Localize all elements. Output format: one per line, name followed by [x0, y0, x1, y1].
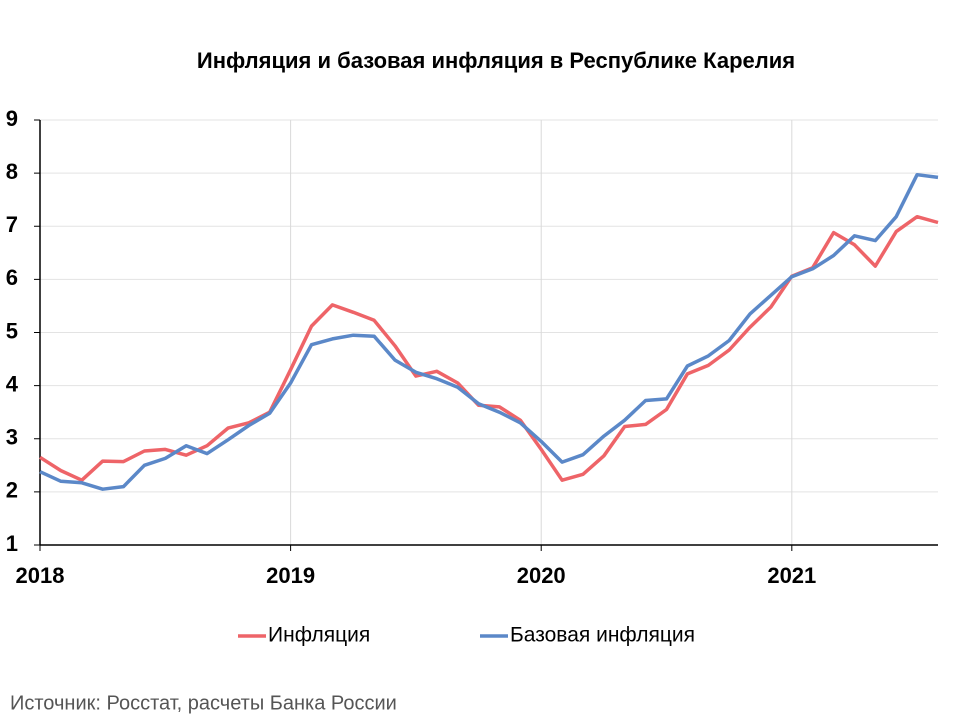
y-tick-label: 2 [6, 478, 18, 503]
source-note: Источник: Росстат, расчеты Банка России [10, 692, 397, 714]
y-tick-label: 5 [6, 318, 18, 343]
y-tick-label: 6 [6, 265, 18, 290]
y-tick-label: 7 [6, 212, 18, 237]
x-tick-label: 2018 [16, 563, 65, 588]
y-tick-label: 3 [6, 425, 18, 450]
x-tick-label: 2019 [266, 563, 315, 588]
y-tick-label: 4 [6, 371, 19, 396]
y-tick-label: 1 [6, 531, 18, 556]
chart-title: Инфляция и базовая инфляция в Республике… [197, 48, 795, 73]
data-line [39, 172, 939, 491]
data-line [39, 214, 939, 482]
y-tick-label: 9 [6, 106, 18, 131]
x-tick-label: 2020 [517, 563, 566, 588]
legend-label: Базовая инфляция [510, 624, 695, 647]
y-tick-label: 8 [6, 159, 18, 184]
x-tick-label: 2021 [767, 563, 816, 588]
legend-label: Инфляция [268, 624, 370, 647]
